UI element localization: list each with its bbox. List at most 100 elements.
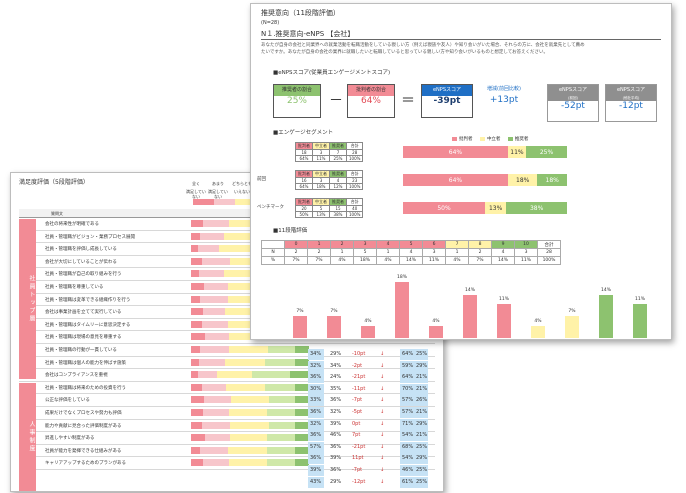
chart-data-label: 4%: [534, 318, 542, 324]
score-row: 57% 36% -21pt 68% 25% ↓: [308, 441, 430, 453]
table-row: キャリアアップするためのプランがある: [19, 457, 435, 470]
segment-cell: 13%: [312, 211, 330, 218]
segment-bar: 64% 11% 25%: [403, 146, 567, 158]
scale-cell: N: [261, 248, 285, 257]
chart-bar: [293, 316, 307, 338]
segment-bar: 50% 13% 38%: [403, 202, 567, 214]
question-label: 社員・管理職は将来のための投資を行う: [45, 385, 126, 391]
scale-cell: 7%: [284, 256, 308, 265]
segment-cell: 批判者: [295, 198, 313, 206]
score-cell: 26%: [416, 397, 428, 404]
score-cell: 46%: [330, 432, 342, 439]
score-row: 36% 39% 11pt 54% 29% ↓: [308, 453, 430, 465]
bar-segment: [191, 333, 206, 341]
satisfaction-title: 満足度評価（5段階評価）: [19, 179, 89, 186]
score-cell: 32%: [310, 362, 322, 369]
bar-segment: [191, 295, 201, 303]
scale-cell: 2: [468, 248, 492, 257]
question-label: 会社が大切にしていることが伝わる: [45, 259, 117, 265]
bar-segment: [200, 446, 228, 454]
scale-cell: 合計: [537, 240, 561, 249]
score-cell: -11pt: [352, 385, 366, 392]
table-row: 社員・管理職は将来のための投資を行う: [19, 382, 435, 395]
trend-arrow-icon: ↓: [380, 385, 385, 392]
score-cell: 29%: [416, 362, 428, 369]
segment-cell: 中立者: [312, 170, 330, 178]
score-cell: 36%: [310, 455, 322, 462]
question-label: 能力や貢献に見合った評価制度がある: [45, 423, 122, 429]
group-label-hr: 人事制度: [19, 383, 36, 491]
bar-segment: [265, 358, 295, 366]
segment-table: 批判者 中立者 推奨者 合計 20 5 15 40 50% 13% 38% 100%: [295, 198, 364, 218]
score-cell: 21%: [416, 374, 428, 381]
table-row: 能力や貢献に見合った評価制度がある: [19, 420, 435, 433]
scale-cell: 3: [514, 248, 538, 257]
bar-segment: [229, 421, 269, 429]
chart-data-label: 14%: [600, 287, 611, 293]
question-label: キャリアアップするためのプランがある: [45, 461, 126, 467]
bar-segment: [294, 345, 309, 353]
enps-title: 推奨意向（11段階評価）: [261, 9, 340, 17]
bar-segment: [252, 371, 291, 379]
segment-bar-part: 38%: [506, 202, 567, 214]
question-label: 社員・管理職は個人の能力を伸ばす施策: [45, 360, 126, 366]
question-label: 成果だけでなくプロセスや努力も評価: [45, 410, 122, 416]
bar-segment: [219, 245, 262, 253]
segment-bar-part: 13%: [485, 202, 507, 214]
table-row: 成果だけでなくプロセスや努力も評価: [19, 407, 435, 420]
bar-segment: [229, 257, 267, 265]
bar-segment: [191, 446, 201, 454]
chart-data-label: 7%: [296, 309, 304, 315]
bar-segment: [268, 396, 295, 404]
trend-arrow-icon: ↓: [380, 432, 385, 439]
satisfaction-bar: [191, 446, 309, 454]
score-cell: 64%: [402, 374, 414, 381]
score-cell: 59%: [402, 362, 414, 369]
scale-cell: 3: [422, 248, 446, 257]
score-row: 33% 36% -7pt 57% 26% ↓: [308, 395, 430, 407]
bar-segment: [225, 358, 266, 366]
score-cell: 25%: [416, 478, 428, 485]
scale-cell: 18%: [353, 256, 377, 265]
segment-bar-part: 11%: [507, 146, 526, 158]
bar-segment: [228, 333, 265, 341]
score-cell: 36%: [310, 432, 322, 439]
bar-segment: [191, 232, 201, 240]
score-cell: -5pt: [352, 409, 363, 415]
scale-cell: 3: [353, 240, 377, 249]
chart-data-label: 14%: [464, 287, 475, 293]
score-cell: 36%: [310, 374, 322, 381]
bar-segment: [266, 408, 295, 416]
score-cell: 57%: [402, 397, 414, 404]
segment-cell: 推奨者: [329, 198, 347, 206]
score-cell: 70%: [402, 385, 414, 392]
scale-cell: 7%: [307, 256, 331, 265]
score-cell: 29%: [330, 478, 342, 485]
bar-segment: [199, 270, 225, 278]
bar-segment: [203, 282, 228, 290]
bar-segment: [205, 333, 229, 341]
question-text: あなたが自身の会社と同業界への就業活動を転職活動をしている親しい方（例えば親族や…: [261, 43, 585, 55]
segment-row-label: 前回: [257, 177, 266, 182]
scale-cell: [261, 240, 285, 249]
bar-segment: [201, 383, 227, 391]
segment-bar-part: 64%: [403, 174, 508, 186]
chart-bar: [565, 316, 579, 338]
scale-cell: 4: [376, 240, 400, 249]
question-label: 昇進しやすい制度がある: [45, 436, 95, 442]
segment-cell: 12%: [329, 183, 347, 190]
bar-segment: [227, 320, 265, 328]
bar-segment: [191, 371, 199, 379]
satisfaction-bar: [191, 383, 309, 391]
score-cell: 32%: [330, 409, 342, 415]
table-row: 会社はコンプライアンスを重視: [19, 369, 435, 382]
scale-cell: 1: [307, 240, 331, 249]
bar-segment: [228, 459, 267, 467]
segment-cell: 中立者: [312, 142, 330, 150]
section-enps: ■eNPSスコア(従業員エンゲージメントスコア): [273, 70, 391, 76]
score-cell: 24%: [330, 374, 342, 381]
score-row: 39% 36% -7pt 46% 25% ↓: [308, 465, 430, 476]
table-row: 社員が能力を発揮できる仕組みがある: [19, 445, 435, 458]
bar-segment: [228, 345, 268, 353]
chart-bar: [531, 325, 545, 338]
